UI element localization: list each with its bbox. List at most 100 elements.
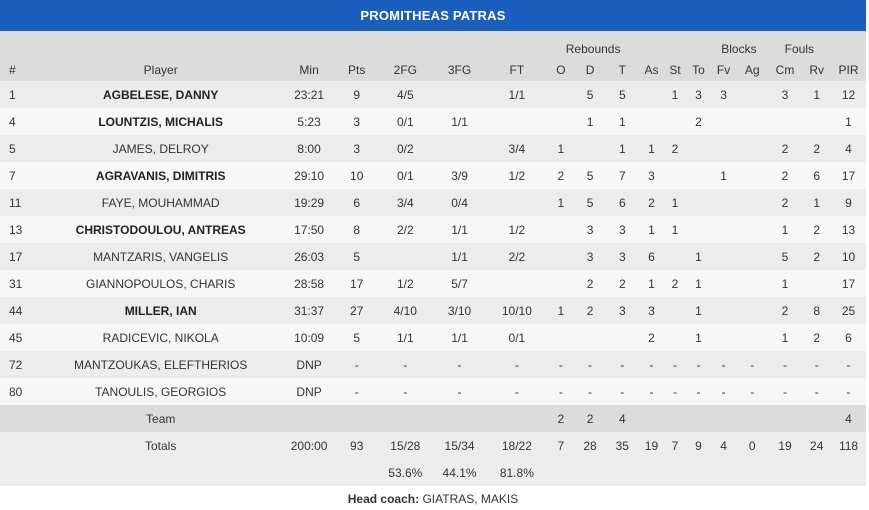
player-name-link[interactable]: TANOULIS, GEORGIOS bbox=[37, 378, 284, 405]
column-header[interactable]: To bbox=[686, 58, 711, 81]
stat-cell: 24 bbox=[802, 432, 832, 459]
rebounds-group-header: Rebounds bbox=[546, 31, 640, 58]
stat-cell: - bbox=[710, 351, 737, 378]
stat-cell: 3/10 bbox=[431, 297, 488, 324]
column-header[interactable]: Ag bbox=[736, 58, 768, 81]
team-title: PROMITHEAS PATRAS bbox=[0, 0, 866, 31]
stat-cell: 5 bbox=[334, 324, 379, 351]
stat-cell: 1 bbox=[663, 216, 687, 243]
player-name-link[interactable]: MANTZOUKAS, ELEFTHERIOS bbox=[37, 351, 284, 378]
stat-cell bbox=[546, 324, 576, 351]
stat-cell: 6 bbox=[639, 243, 664, 270]
stat-cell: - bbox=[639, 351, 664, 378]
column-header[interactable]: O bbox=[546, 58, 576, 81]
stat-cell: 1/1 bbox=[431, 324, 488, 351]
stat-cell: 2 bbox=[575, 297, 605, 324]
player-name-link[interactable]: JAMES, DELROY bbox=[37, 135, 284, 162]
column-header[interactable]: Min bbox=[283, 58, 335, 81]
stat-cell: 1 bbox=[639, 135, 664, 162]
column-header[interactable]: Fv bbox=[710, 58, 737, 81]
stat-cell bbox=[663, 459, 687, 486]
stat-cell bbox=[378, 243, 432, 270]
player-name-link[interactable]: GIANNOPOULOS, CHARIS bbox=[37, 270, 284, 297]
column-header[interactable]: T bbox=[604, 58, 640, 81]
stat-cell bbox=[686, 189, 711, 216]
stat-cell bbox=[686, 405, 711, 432]
stat-cell bbox=[736, 162, 768, 189]
stat-cell: - bbox=[487, 378, 547, 405]
player-row[interactable]: 80 TANOULIS, GEORGIOS DNP - - - - - - - - - - - - - - - bbox=[0, 378, 866, 405]
stat-cell: 1/2 bbox=[487, 216, 547, 243]
stat-cell: 1 bbox=[686, 297, 711, 324]
stat-cell bbox=[710, 459, 737, 486]
stat-cell: 4 bbox=[604, 405, 640, 432]
stat-cell: 2 bbox=[639, 324, 664, 351]
stat-cell bbox=[575, 135, 605, 162]
column-header[interactable]: Cm bbox=[767, 58, 803, 81]
stat-cell: 3 bbox=[334, 135, 379, 162]
player-name-link[interactable]: AGBELESE, DANNY bbox=[37, 81, 284, 108]
player-row[interactable]: 1 AGBELESE, DANNY 23:21 9 4/5 1/1 5 5 1 3 3 3 1 12 bbox=[0, 81, 866, 108]
player-row[interactable]: 17 MANTZARIS, VANGELIS 26:03 5 1/1 2/2 3 3 6 1 5 2 1… bbox=[0, 243, 866, 270]
player-name-link[interactable]: LOUNTZIS, MICHALIS bbox=[37, 108, 284, 135]
column-header[interactable]: PIR bbox=[831, 58, 866, 81]
player-name-link[interactable]: AGRAVANIS, DIMITRIS bbox=[37, 162, 284, 189]
stat-cell bbox=[802, 270, 832, 297]
stat-cell bbox=[736, 135, 768, 162]
stat-cell: 6 bbox=[604, 189, 640, 216]
stat-cell bbox=[736, 81, 768, 108]
player-name-link[interactable]: FAYE, MOUHAMMAD bbox=[37, 189, 284, 216]
stat-cell: 1 bbox=[639, 216, 664, 243]
stat-cell: 3 bbox=[604, 216, 640, 243]
stat-cell bbox=[487, 108, 547, 135]
column-header[interactable]: FT bbox=[487, 58, 547, 81]
player-row[interactable]: 7 AGRAVANIS, DIMITRIS 29:10 10 0/1 3/9 1/2 2 5 7 3… bbox=[0, 162, 866, 189]
stat-cell bbox=[710, 270, 737, 297]
stat-cell: 3 bbox=[604, 243, 640, 270]
stat-cell: 1 bbox=[663, 189, 687, 216]
column-header[interactable]: 2FG bbox=[378, 58, 432, 81]
head-coach-label: Head coach: bbox=[347, 492, 420, 506]
column-header[interactable]: As bbox=[639, 58, 664, 81]
player-number: 17 bbox=[0, 243, 38, 270]
stat-cell: 5:23 bbox=[283, 108, 335, 135]
stat-cell: 10/10 bbox=[487, 297, 547, 324]
column-header[interactable]: Player bbox=[37, 58, 284, 81]
stat-cell: 19:29 bbox=[283, 189, 335, 216]
stat-cell: - bbox=[663, 378, 687, 405]
column-header[interactable]: Rv bbox=[802, 58, 832, 81]
column-header[interactable]: D bbox=[575, 58, 605, 81]
player-name-link[interactable]: RADICEVIC, NIKOLA bbox=[37, 324, 284, 351]
player-name-link[interactable]: MANTZARIS, VANGELIS bbox=[37, 243, 284, 270]
stat-cell: - bbox=[604, 378, 640, 405]
player-row[interactable]: 5 JAMES, DELROY 8:00 3 0/2 3/4 1 1 1 2 2 2 4 bbox=[0, 135, 866, 162]
stat-cell: 17 bbox=[831, 270, 866, 297]
column-header[interactable]: # bbox=[0, 58, 38, 81]
player-name-link[interactable]: MILLER, IAN bbox=[37, 297, 284, 324]
stat-cell: 7 bbox=[663, 432, 687, 459]
percentages-row: 53.6% 44.1% 81.8% bbox=[0, 459, 866, 486]
player-number: 13 bbox=[0, 216, 38, 243]
player-row[interactable]: 45 RADICEVIC, NIKOLA 10:09 5 1/1 1/1 0/1 2 1 1 2 6 bbox=[0, 324, 866, 351]
player-row[interactable]: 72 MANTZOUKAS, ELEFTHERIOS DNP - - - - - - - - - - - -… bbox=[0, 351, 866, 378]
player-row[interactable]: 44 MILLER, IAN 31:37 27 4/10 3/10 10/10 1 2 3 3 1 2 8… bbox=[0, 297, 866, 324]
stat-cell bbox=[546, 459, 576, 486]
stat-cell bbox=[487, 405, 547, 432]
stat-cell: 8:00 bbox=[283, 135, 335, 162]
player-row[interactable]: 11 FAYE, MOUHAMMAD 19:29 6 3/4 0/4 1 5 6 2 1 2 1 9 bbox=[0, 189, 866, 216]
player-row[interactable]: 31 GIANNOPOULOS, CHARIS 28:58 17 1/2 5/7 2 2 1 2 1… bbox=[0, 270, 866, 297]
player-row[interactable]: 13 CHRISTODOULOU, ANTREAS 17:50 8 2/2 1/1 1/2 3… bbox=[0, 216, 866, 243]
column-header[interactable]: St bbox=[663, 58, 687, 81]
stat-cell: - bbox=[334, 351, 379, 378]
player-row[interactable]: 4 LOUNTZIS, MICHALIS 5:23 3 0/1 1/1 1 1 2 1 bbox=[0, 108, 866, 135]
stat-cell: 5 bbox=[575, 162, 605, 189]
stat-cell: 2 bbox=[663, 270, 687, 297]
stat-cell: 2 bbox=[767, 297, 803, 324]
player-name-link[interactable]: CHRISTODOULOU, ANTREAS bbox=[37, 216, 284, 243]
stat-cell: 15/28 bbox=[378, 432, 432, 459]
column-header[interactable]: Pts bbox=[334, 58, 379, 81]
stat-cell bbox=[575, 324, 605, 351]
stat-cell: 3/9 bbox=[431, 162, 488, 189]
stat-cell: - bbox=[831, 378, 866, 405]
column-header[interactable]: 3FG bbox=[431, 58, 488, 81]
